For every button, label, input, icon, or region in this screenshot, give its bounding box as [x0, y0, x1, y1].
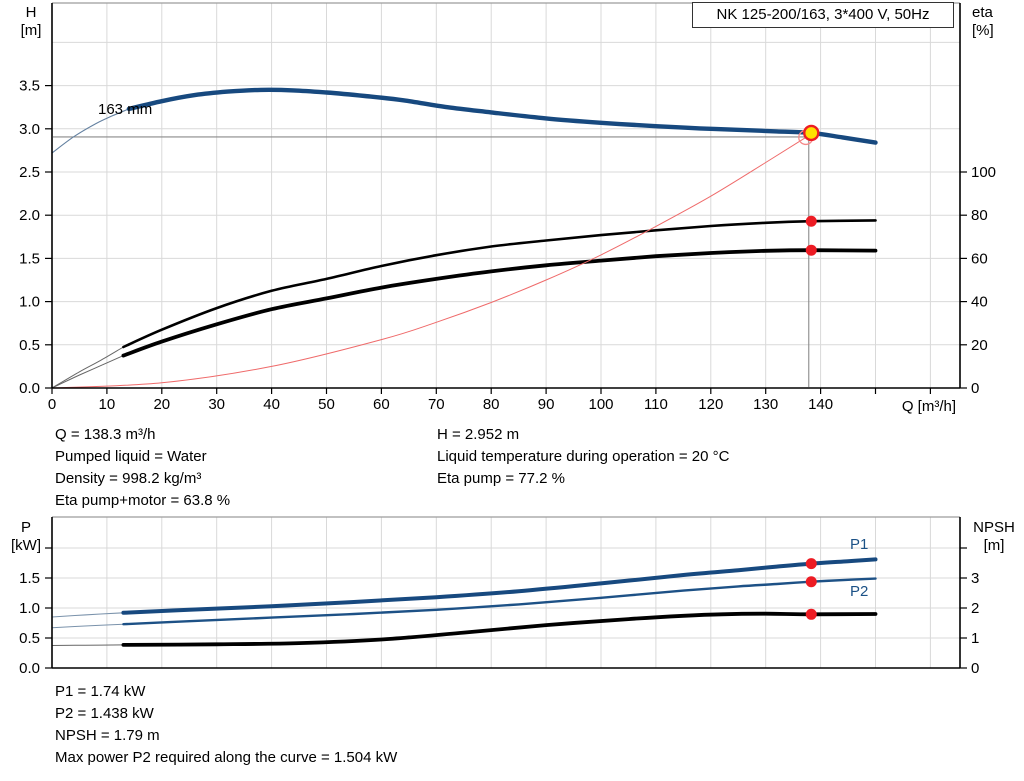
eta-pump-point — [805, 215, 817, 227]
h-tick-label: 2.0 — [19, 207, 40, 224]
eta-tick-label: 100 — [971, 164, 996, 181]
eta-tick-label: 0 — [971, 380, 979, 397]
result-pumped-liquid: Pumped liquid = Water — [55, 448, 207, 465]
x-tick-label: 30 — [208, 396, 225, 413]
results-bottom: P1 = 1.74 kW P2 = 1.438 kW NPSH = 1.79 m… — [55, 681, 397, 769]
p2-curve-label: P2 — [850, 583, 869, 600]
npsh-curve-lead — [51, 644, 124, 646]
h-tick-label: 0.0 — [19, 380, 40, 397]
result-density: Density = 998.2 kg/m³ — [55, 470, 202, 487]
result-liquid-temperature: Liquid temperature during operation = 20… — [437, 448, 730, 465]
result-h: H = 2.952 m — [437, 426, 520, 443]
npsh-tick-label: 3 — [971, 570, 979, 587]
x-tick-label: 0 — [48, 396, 56, 413]
npsh-point — [805, 608, 817, 620]
h-curve-163mm — [126, 87, 878, 145]
duty-point-marker — [803, 124, 820, 142]
x-tick-label: 10 — [99, 396, 116, 413]
x-tick-label: 70 — [428, 396, 445, 413]
x-tick-label: 120 — [698, 396, 723, 413]
npsh-axis-label-symbol: NPSH — [973, 519, 1015, 536]
h-tick-label: 1.0 — [19, 294, 40, 311]
p1-curve-lead — [51, 612, 124, 618]
h-tick-label: 0.5 — [19, 337, 40, 354]
eta-pump-curve — [122, 219, 877, 349]
result-npsh: NPSH = 1.79 m — [55, 727, 160, 744]
eta-axis-label-unit: [%] — [972, 22, 994, 39]
result-q: Q = 138.3 m³/h — [55, 426, 156, 443]
x-tick-label: 110 — [644, 396, 668, 413]
npsh-curve — [121, 611, 878, 647]
x-tick-label: 60 — [373, 396, 390, 413]
x-tick-label: 100 — [588, 396, 613, 413]
p1-point — [805, 558, 817, 570]
result-p2: P2 = 1.438 kW — [55, 705, 154, 722]
x-tick-label: 140 — [808, 396, 833, 413]
p-tick-label: 1.5 — [19, 570, 40, 587]
result-max-power: Max power P2 required along the curve = … — [55, 749, 398, 766]
x-tick-label: 40 — [263, 396, 280, 413]
x-tick-label: 80 — [483, 396, 500, 413]
eta-axis-label: eta [%] — [972, 4, 1016, 40]
eta-tick-label: 20 — [971, 337, 988, 354]
p2-point — [805, 576, 817, 588]
p-axis-label: P [kW] — [6, 519, 46, 555]
x-tick-label: 130 — [753, 396, 778, 413]
x-tick-label: 20 — [153, 396, 170, 413]
p2-curve-lead — [51, 623, 124, 629]
eta-axis-label-symbol: eta — [972, 4, 993, 21]
results-top-left: Q = 138.3 m³/h Pumped liquid = Water Den… — [55, 424, 230, 512]
eta-tick-label: 60 — [971, 250, 988, 267]
npsh-axis-label-unit: [m] — [983, 537, 1005, 554]
h-tick-label: 3.0 — [19, 121, 40, 138]
q-axis-label: Q [m³/h] — [901, 398, 956, 415]
h-tick-label: 2.5 — [19, 164, 40, 181]
x-tick-label: 50 — [318, 396, 335, 413]
npsh-tick-label: 2 — [971, 600, 979, 617]
npsh-axis-label: NPSH [m] — [964, 519, 1024, 555]
result-eta-pump-motor: Eta pump+motor = 63.8 % — [55, 492, 231, 509]
pump-model-title: NK 125-200/163, 3*400 V, 50Hz — [692, 2, 954, 28]
eta-pump-motor-point — [805, 244, 817, 256]
h-axis-label-symbol: H — [25, 4, 37, 21]
p-axis-label-symbol: P — [20, 519, 31, 536]
eta-pump-motor-curve-lead — [51, 355, 124, 389]
h-axis-label-unit: [m] — [20, 22, 42, 39]
p-tick-label: 0.5 — [19, 630, 40, 647]
results-top-right: H = 2.952 m Liquid temperature during op… — [437, 424, 729, 490]
h-tick-label: 1.5 — [19, 250, 40, 267]
x-tick-label: 90 — [538, 396, 555, 413]
eta-tick-label: 40 — [971, 294, 988, 311]
system-curve — [51, 136, 807, 389]
p2-curve — [122, 577, 877, 626]
h-curve-lead — [51, 108, 130, 154]
result-p1: P1 = 1.74 kW — [55, 683, 146, 700]
result-eta-pump: Eta pump = 77.2 % — [437, 470, 565, 487]
eta-pump-motor-curve — [121, 248, 878, 358]
impeller-diameter-label: 163 mm — [98, 101, 153, 118]
h-tick-label: 3.5 — [19, 78, 40, 95]
p-tick-label: 1.0 — [19, 600, 40, 617]
h-axis-label: H [m] — [12, 4, 50, 40]
p-axis-label-unit: [kW] — [11, 537, 41, 554]
eta-pump-curve-lead — [51, 346, 124, 389]
npsh-tick-label: 1 — [971, 630, 979, 647]
p1-curve-label: P1 — [850, 536, 869, 553]
npsh-tick-label: 0 — [971, 660, 979, 677]
eta-tick-label: 80 — [971, 207, 988, 224]
p-tick-label: 0.0 — [19, 660, 40, 677]
